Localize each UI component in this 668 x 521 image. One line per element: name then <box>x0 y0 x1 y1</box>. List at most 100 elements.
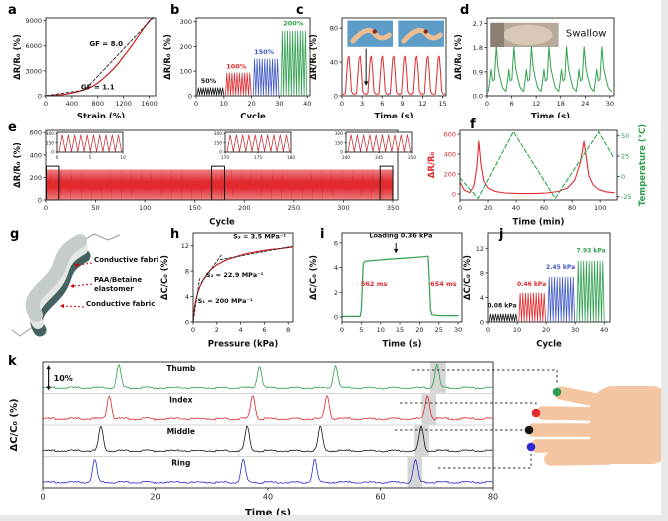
y-axis-label: ΔC/C₀ (%) <box>9 398 20 451</box>
layer-callout: PAA/Betaine <box>94 276 142 284</box>
annotation: 7.93 kPa <box>577 248 606 255</box>
y-tick-label: 600 <box>30 129 42 137</box>
panel-letter-e: e <box>8 120 17 135</box>
x-tick-label: 0 <box>44 204 48 212</box>
fingertip-dot-ring <box>526 442 536 452</box>
x-axis-label: Cycle <box>209 218 235 228</box>
x-axis: 0 5 10 15 20 25 30 <box>340 322 462 334</box>
y-tick-label: 300 <box>180 18 192 26</box>
y2-tick-label: 50 <box>621 132 629 140</box>
data-series-0 <box>192 246 293 323</box>
plot-frame <box>487 232 611 323</box>
panel-e: e 0 50 100 150 200 250 300 350 0 200 400 600 Cycle ΔR… <box>8 118 422 230</box>
x-tick-label: 350 <box>387 204 399 212</box>
y-tick-label: 4 <box>185 293 189 301</box>
y-axis-label: ΔC/C₀ (%) <box>463 255 473 300</box>
plot-frame <box>341 232 463 323</box>
fingertip-dot-middle <box>524 425 534 435</box>
y-axis: 0 4 8 12 <box>476 245 488 326</box>
y-axis: 0.0 0.9 1.8 2.7 <box>473 20 487 100</box>
x-tick-label: 5 <box>359 326 363 334</box>
plot-frame <box>486 17 615 97</box>
annotation: 654 ms <box>430 280 457 288</box>
y-axis: 0 150 300 <box>214 131 225 156</box>
data-series-0 <box>342 55 446 95</box>
y-tick-label: 150 <box>46 140 54 146</box>
x-tick-label: 0 <box>486 326 490 334</box>
y-tick-label: 12 <box>181 242 189 250</box>
x-axis: 0 20 40 60 80 100 <box>458 200 606 212</box>
y-tick-label: 12 <box>476 245 484 253</box>
x-tick-label: 20 <box>247 100 255 108</box>
panel-h: h 0 2 4 6 8 0 4 8 12 Pressure (kPa) ΔC/C₀ (%) S₃ = … <box>158 228 308 350</box>
y-tick-label: 300 <box>46 131 54 137</box>
annotation: Swallow <box>566 28 607 39</box>
y-tick-label: 0.9 <box>473 68 483 76</box>
y-tick-label: 4 <box>334 264 338 272</box>
x-tick-label: 0 <box>458 204 462 212</box>
panel-f-chart: 0 20 40 60 80 100 0 200 400 600 -25 0 25 50 Time (min)… <box>427 124 648 228</box>
panel-letter-h: h <box>170 227 180 242</box>
y-axis-label: ΔR/R₀ (%) <box>163 34 173 80</box>
plot-frame <box>195 17 311 97</box>
y-tick-label: 0 <box>38 196 42 204</box>
data-series-0 <box>347 134 412 152</box>
data-series-0 <box>459 140 615 195</box>
panel-letter-j: j <box>499 227 504 242</box>
layer-callout: Conductive fabric <box>86 300 155 308</box>
annotation: GF = 8.0 <box>89 40 123 48</box>
callout-arrow <box>63 305 85 308</box>
data-series-1 <box>192 278 200 322</box>
annotation: S₂ = 22.9 MPa⁻¹ <box>206 271 264 279</box>
callout-arrow <box>73 283 93 287</box>
x-tick-label: 400 <box>66 100 78 108</box>
plot-frame <box>45 129 399 201</box>
x-tick-label: 0 <box>340 326 344 334</box>
x-tick-label: 10 <box>220 100 228 108</box>
panel-letter-d: d <box>460 3 470 18</box>
annotation: 100% <box>226 62 247 70</box>
y2-axis-label: Temperature (°C) <box>638 124 648 206</box>
x-tick-label: 20 <box>415 326 423 334</box>
data-series-3 <box>42 458 493 484</box>
y-tick-label: 8 <box>480 269 484 277</box>
annotation: 0.08 kPa <box>487 302 516 309</box>
panel-i-chart: 0 5 10 15 20 25 30 0 2 4 6 Time (s) ΔC/C₀ (%) Loading… <box>309 231 463 350</box>
panel-j-chart: 0 10 20 30 40 0 4 8 12 Cycle ΔC/C₀ (%) 0.08 kPa 0.46… <box>463 232 611 350</box>
x-tick-label: 24 <box>581 100 589 108</box>
y-tick-label: 150 <box>335 140 343 146</box>
y-tick-label: 0 <box>185 318 189 326</box>
x-tick-label: 8 <box>286 326 290 334</box>
x-tick-label: 20 <box>150 493 160 502</box>
x-tick-label: 1200 <box>115 100 132 108</box>
x-axis-label: Time (s) <box>382 340 421 350</box>
panel-letter-a: a <box>8 3 17 18</box>
y-tick-label: 400 <box>444 150 456 158</box>
x-tick-label: 18 <box>557 100 565 108</box>
y-tick-label: 0 <box>51 150 54 156</box>
x-tick-label: 0 <box>56 155 59 161</box>
y-axis: 0 150 300 <box>335 131 346 156</box>
figure-edge-right <box>661 0 668 521</box>
x-tick-label: 0 <box>485 100 489 108</box>
x-tick-label: 60 <box>375 493 385 502</box>
y-tick-label: 0 <box>219 150 222 156</box>
data-series-2 <box>42 425 493 453</box>
fingertip-dot-thumb <box>552 387 562 397</box>
data-series-1 <box>459 131 615 199</box>
y-tick-label: 9000 <box>25 17 42 25</box>
data-series-3 <box>280 30 308 96</box>
annotation: 200% <box>283 19 304 27</box>
x-axis: 0 400 800 1200 1600 <box>44 96 158 108</box>
data-series-1 <box>42 395 493 421</box>
y-tick-label: 300 <box>335 131 343 137</box>
x-tick-label: 12 <box>418 100 426 108</box>
y-tick-label: 0 <box>38 92 42 100</box>
y-tick-label: 80 <box>330 25 338 33</box>
data-series-3 <box>576 260 605 322</box>
y-tick-label: 0 <box>452 190 456 198</box>
x-tick-label: 345 <box>375 155 383 161</box>
x-tick-label: 40 <box>303 100 311 108</box>
